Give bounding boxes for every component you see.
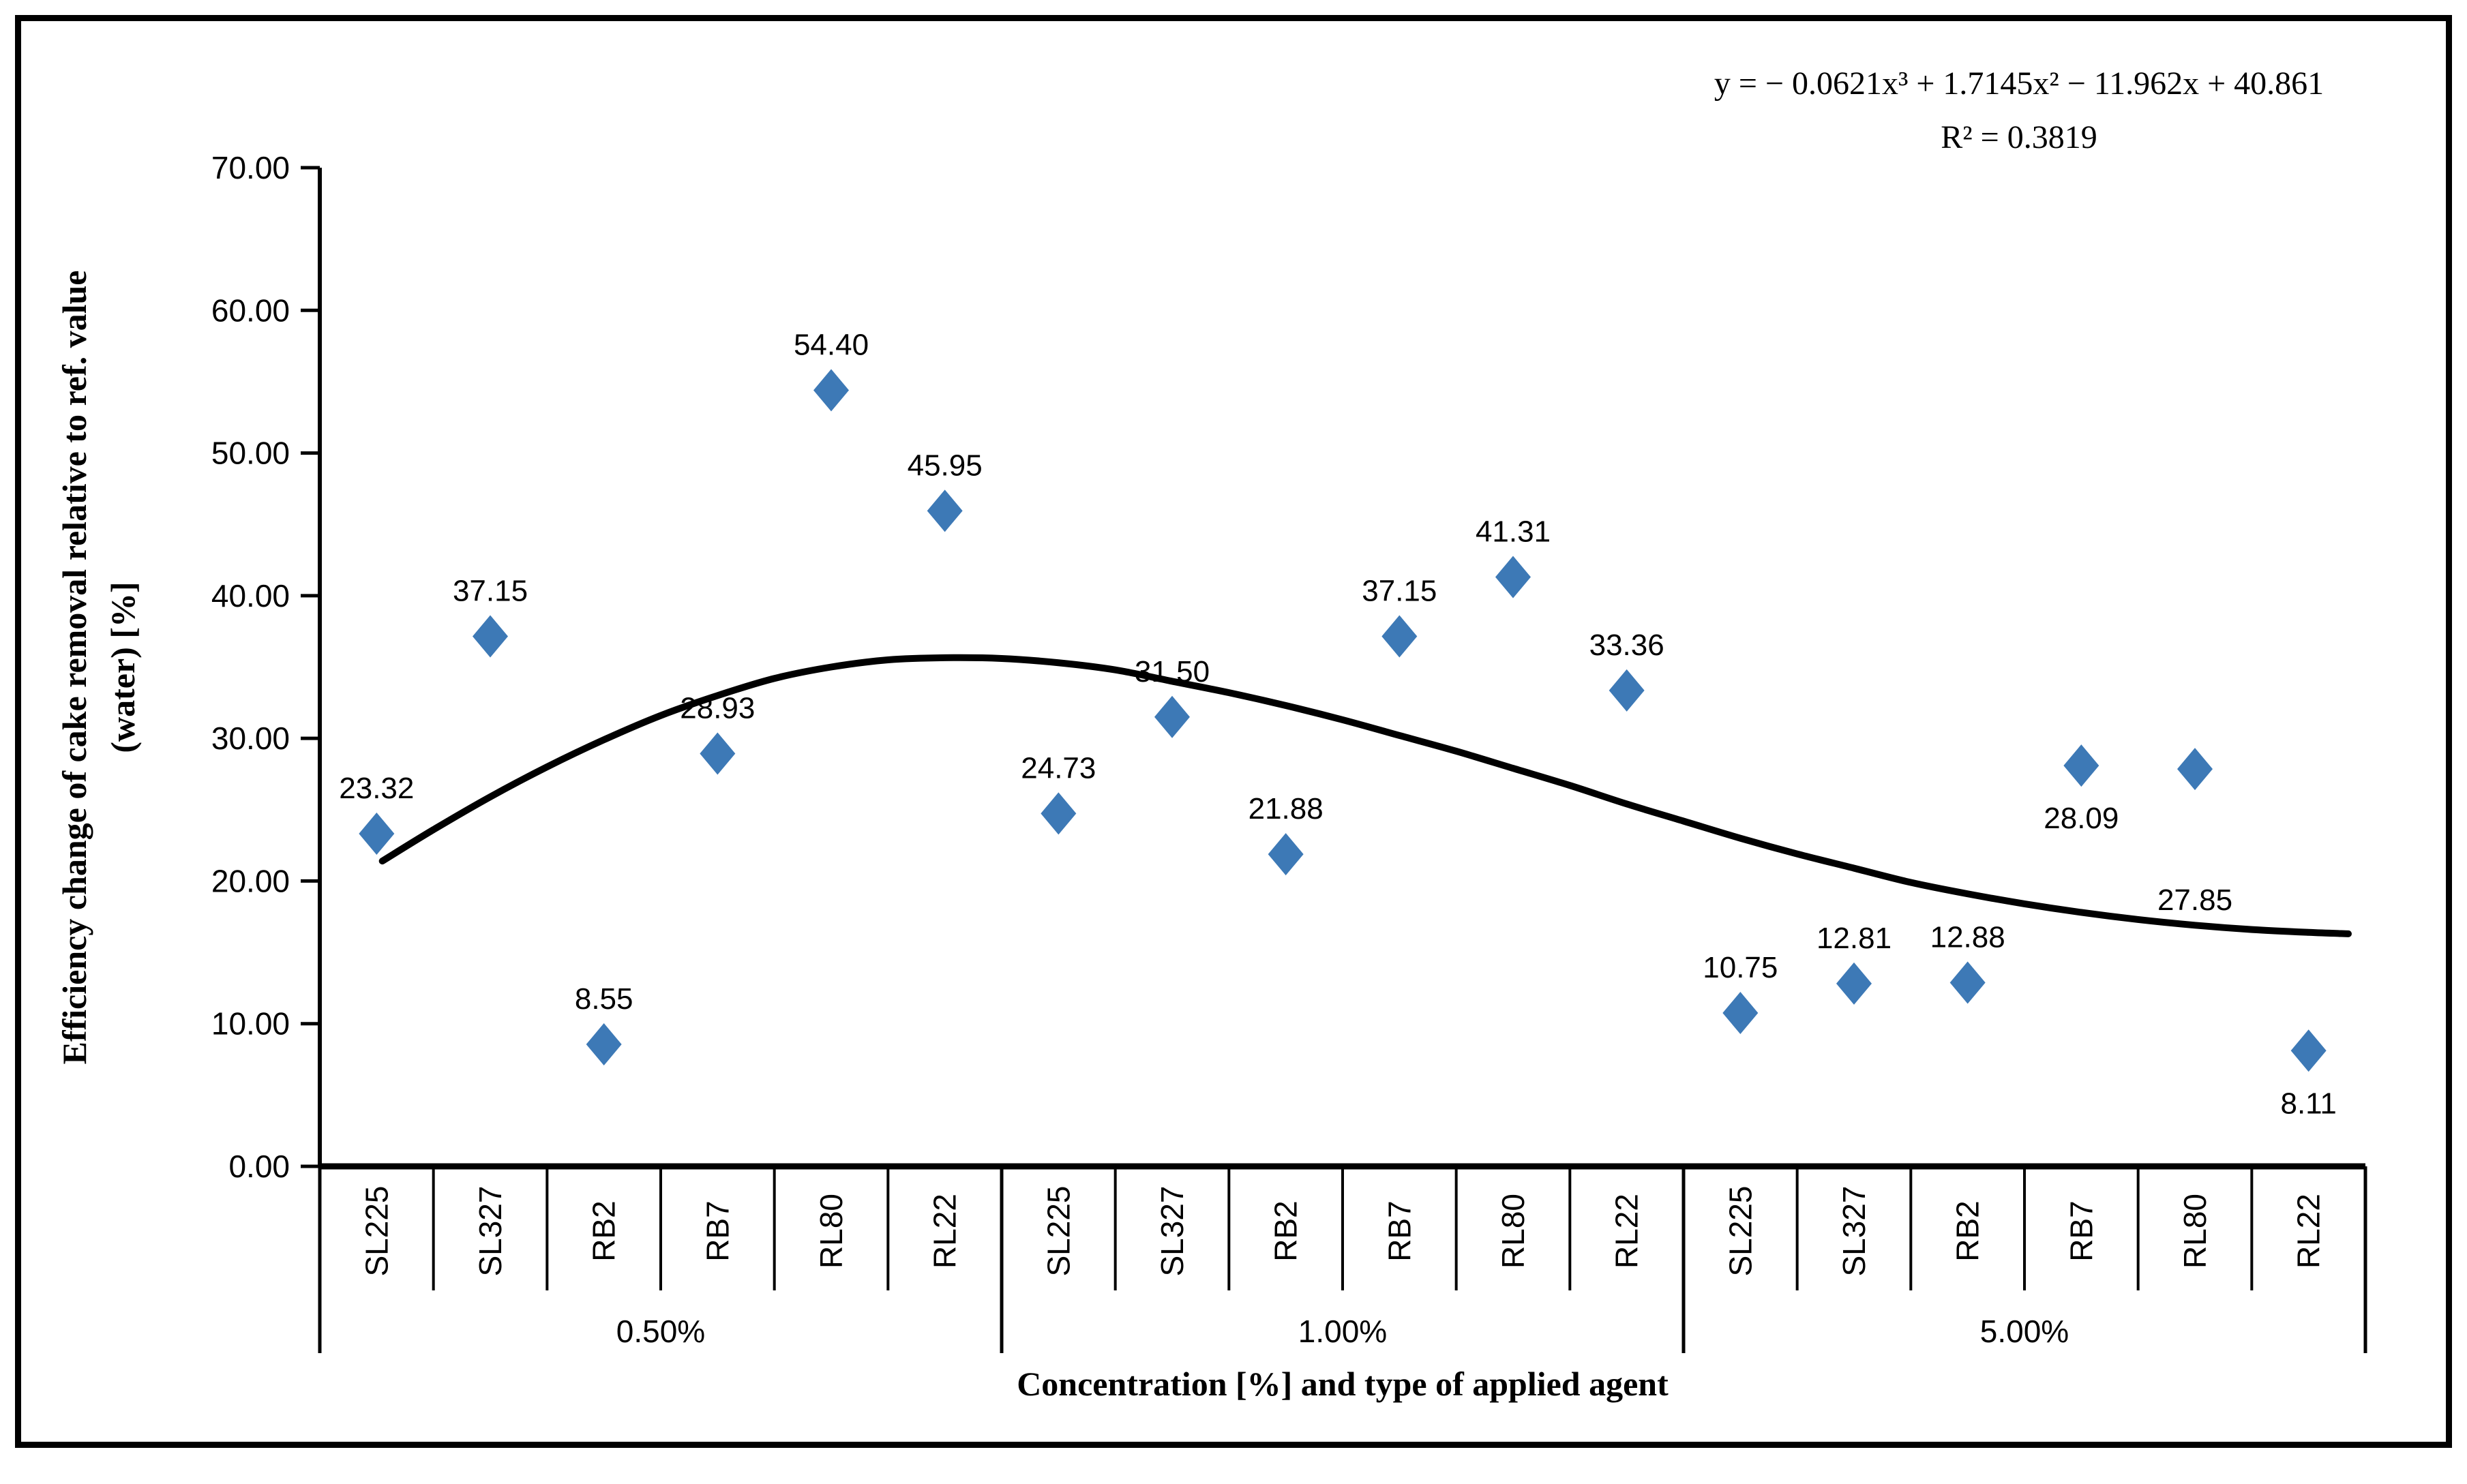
category-cell-label: RB2 <box>1268 1200 1304 1261</box>
data-point-label: 12.81 <box>1816 922 1892 955</box>
y-axis-title-line2: (water) [%] <box>104 581 142 753</box>
category-cell-label: RL22 <box>927 1194 963 1269</box>
data-point-marker <box>1836 963 1872 1005</box>
data-point-label: 10.75 <box>1703 951 1778 984</box>
figure-border: y = − 0.0621x³ + 1.7145x² − 11.962x + 40… <box>15 15 2452 1448</box>
data-point-marker <box>1609 669 1645 712</box>
plot-area: 70.00 60.00 50.00 40.00 30.00 20.00 10.00 0.00 S… <box>211 150 2365 1353</box>
data-point-marker <box>1268 833 1304 875</box>
category-cell-label: RL80 <box>1495 1194 1531 1269</box>
data-point-label: 33.36 <box>1589 629 1664 662</box>
trendline-path <box>383 658 2348 934</box>
category-cell-label: RB2 <box>586 1200 622 1261</box>
y-tick-label: 10.00 <box>211 1006 290 1042</box>
y-tick-label: 70.00 <box>211 150 290 185</box>
data-point-label: 54.40 <box>794 328 869 361</box>
data-point-marker <box>1381 616 1417 658</box>
data-point-marker <box>1722 992 1758 1034</box>
category-cell-label: SL327 <box>1836 1185 1872 1276</box>
data-point-label: 28.09 <box>2044 802 2119 835</box>
data-point-label: 8.11 <box>2280 1087 2336 1120</box>
data-point-marker <box>700 733 735 775</box>
data-point-marker <box>1495 556 1531 598</box>
data-point-marker <box>927 489 963 532</box>
data-point-label: 21.88 <box>1249 792 1324 826</box>
data-point-marker <box>2177 748 2213 790</box>
category-cell-label: SL327 <box>1154 1185 1190 1276</box>
data-point-marker <box>2063 744 2099 787</box>
group-label: 5.00% <box>1980 1314 2069 1349</box>
category-cell-label: RL22 <box>1609 1194 1645 1269</box>
category-cell-label: RB2 <box>1950 1200 1986 1261</box>
y-tick-label: 30.00 <box>211 721 290 756</box>
data-point-marker <box>2291 1029 2327 1072</box>
category-cell-label: SL225 <box>359 1185 394 1276</box>
data-point-label: 24.73 <box>1021 751 1096 785</box>
data-point-label: 41.31 <box>1476 515 1551 548</box>
data-point-marker <box>1154 696 1190 738</box>
y-tick-label: 0.00 <box>228 1149 290 1184</box>
data-point-marker <box>813 369 849 411</box>
category-cell-label: SL327 <box>473 1185 508 1276</box>
data-point-label: 28.93 <box>680 692 755 725</box>
data-point-label: 31.50 <box>1135 655 1210 688</box>
data-point-marker <box>1950 961 1986 1003</box>
category-cell-label: RL80 <box>813 1194 849 1269</box>
category-cell-label: SL225 <box>1041 1185 1076 1276</box>
group-label: 1.00% <box>1298 1314 1387 1349</box>
data-point-marker <box>359 813 394 855</box>
y-tick-label: 60.00 <box>211 292 290 328</box>
x-axis-title: Concentration [%] and type of applied ag… <box>1017 1365 1669 1403</box>
y-tick-label: 50.00 <box>211 436 290 471</box>
data-point-marker <box>586 1023 622 1065</box>
category-cell-label: SL225 <box>1722 1185 1758 1276</box>
category-cell-label: RB7 <box>700 1200 735 1261</box>
y-axis-title-line1: Efficiency change of cake removal relati… <box>55 271 93 1065</box>
category-cell-label: RL80 <box>2177 1194 2213 1269</box>
y-tick-label: 40.00 <box>211 578 290 614</box>
data-point-label: 45.95 <box>908 449 983 482</box>
category-cell-label: RB7 <box>2063 1200 2099 1261</box>
data-point-label: 12.88 <box>1930 920 2005 954</box>
chart-svg: y = − 0.0621x³ + 1.7145x² − 11.962x + 40… <box>21 21 2467 1484</box>
y-tick-label: 20.00 <box>211 863 290 898</box>
data-point-label: 8.55 <box>575 982 633 1016</box>
group-label: 0.50% <box>616 1314 705 1349</box>
trendline-equation: y = − 0.0621x³ + 1.7145x² − 11.962x + 40… <box>1714 65 2324 102</box>
trendline-r-squared: R² = 0.3819 <box>1941 119 2097 155</box>
category-cell-label: RL22 <box>2291 1194 2327 1269</box>
data-point-marker <box>1041 792 1076 834</box>
data-point-label: 37.15 <box>453 575 528 608</box>
data-point-label: 23.32 <box>339 772 414 805</box>
data-point-label: 37.15 <box>1362 575 1437 608</box>
data-point-label: 27.85 <box>2157 883 2232 917</box>
data-point-marker <box>473 616 508 658</box>
category-cell-label: RB7 <box>1381 1200 1417 1261</box>
